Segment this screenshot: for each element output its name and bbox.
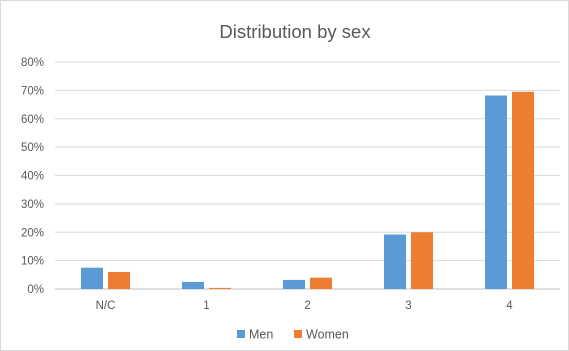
x-tick-label: 3 xyxy=(405,300,411,312)
legend-item-men: Men xyxy=(237,328,273,342)
y-tick-label: 0% xyxy=(27,284,44,296)
y-tick-label: 80% xyxy=(21,57,44,69)
x-tick-label: 4 xyxy=(506,300,513,312)
chart-title: Distribution by sex xyxy=(219,21,371,42)
legend-swatch xyxy=(294,330,302,338)
bar-men-3 xyxy=(384,234,406,289)
x-tick-label: 1 xyxy=(203,300,209,312)
y-tick-label: 60% xyxy=(21,114,44,126)
y-tick-label: 50% xyxy=(21,142,44,154)
legend: Men Women xyxy=(237,328,349,342)
bar-women-nc xyxy=(108,271,130,289)
gridlines xyxy=(55,61,560,290)
bar-men-nc xyxy=(81,267,103,289)
x-axis-tick-labels: N/C 1 2 3 4 xyxy=(96,300,514,312)
bar-men-4 xyxy=(485,95,507,289)
bar-women-4 xyxy=(512,91,534,289)
y-axis-tick-labels: 0% 10% 20% 30% 40% 50% 60% 70% 80% xyxy=(21,57,44,296)
bar-women-2 xyxy=(310,277,332,289)
x-tick-label: 2 xyxy=(304,300,310,312)
y-tick-label: 70% xyxy=(21,85,44,97)
bars xyxy=(81,91,534,289)
legend-item-women: Women xyxy=(294,328,349,342)
x-tick-label: N/C xyxy=(96,300,116,312)
bar-men-1 xyxy=(182,281,204,289)
legend-label: Women xyxy=(306,328,349,342)
y-tick-label: 40% xyxy=(21,171,44,183)
bar-women-3 xyxy=(411,232,433,289)
bar-men-2 xyxy=(283,279,305,289)
y-tick-label: 10% xyxy=(21,256,44,268)
y-tick-label: 30% xyxy=(21,199,44,211)
bar-women-1 xyxy=(209,287,231,289)
y-tick-label: 20% xyxy=(21,227,44,239)
legend-swatch xyxy=(237,330,245,338)
legend-label: Men xyxy=(249,328,273,342)
